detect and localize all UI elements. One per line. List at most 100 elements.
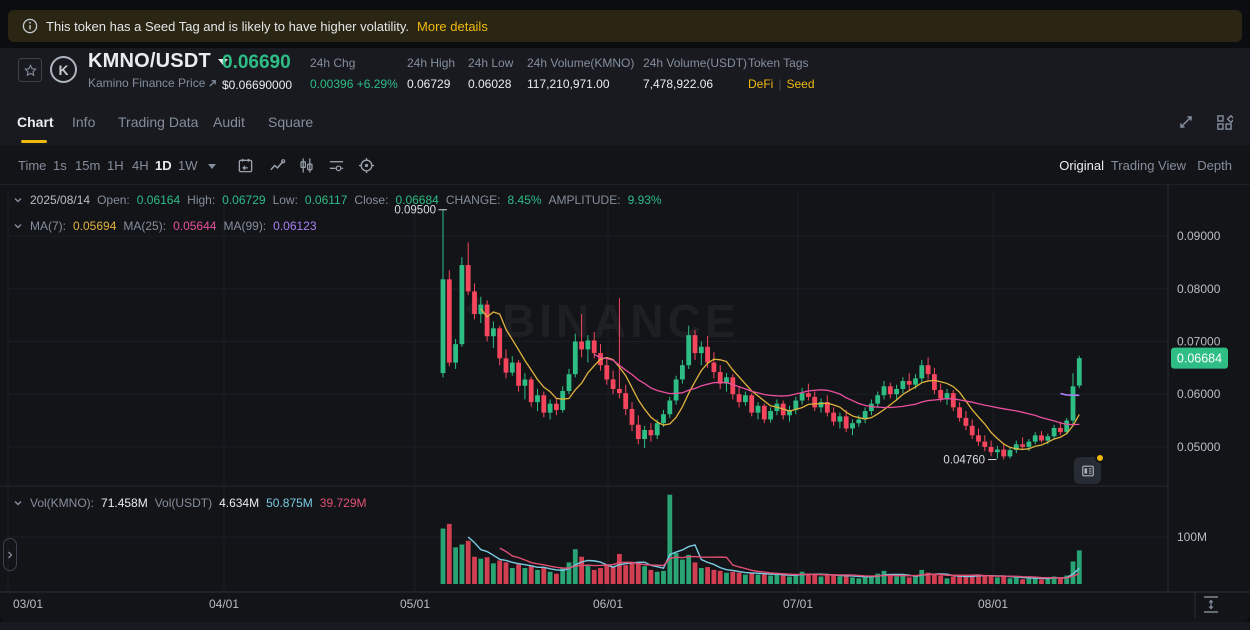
svg-text:07/01: 07/01: [783, 597, 813, 611]
low-annotation: 0.04760: [943, 455, 997, 467]
volume-ma-fast-line: [467, 536, 1080, 580]
pair-title: KMNO/USDT: [88, 50, 211, 72]
candlestick-style-icon[interactable]: [298, 157, 315, 174]
svg-text:06/01: 06/01: [593, 597, 623, 611]
volume-info-row: Vol(KMNO): 71.458M Vol(USDT) 4.634M 50.8…: [13, 496, 367, 510]
token-logo: K: [50, 56, 77, 83]
vol-ma-fast-value: 50.875M: [266, 496, 313, 510]
ma25-value: 0.05644: [173, 219, 217, 233]
tab-square[interactable]: Square: [268, 114, 314, 130]
tab-audit[interactable]: Audit: [213, 114, 245, 130]
indicators-icon[interactable]: [328, 157, 345, 174]
time-axis-labels: 03/01 04/01 05/01 06/01 07/01 08/01: [13, 597, 1008, 611]
chart-panel: Time 1s 15m 1H 4H 1D 1W: [0, 145, 1250, 622]
svg-text:0.05000: 0.05000: [1177, 440, 1221, 454]
chart-toolbar: Time 1s 15m 1H 4H 1D 1W: [0, 145, 1250, 185]
candlestick-chart[interactable]: BINANCE 0.09000 0.08000 0.07000 0.06000 0.050…: [0, 185, 1250, 622]
tab-chart[interactable]: Chart: [17, 114, 54, 130]
svg-text:0.06000: 0.06000: [1177, 387, 1221, 401]
collapse-ma-icon[interactable]: [13, 221, 23, 231]
svg-text:0.06684: 0.06684: [1177, 352, 1222, 366]
svg-text:BINANCE: BINANCE: [502, 295, 740, 347]
svg-text:0.08000: 0.08000: [1177, 282, 1221, 296]
banner-message: This token has a Seed Tag and is likely …: [46, 18, 410, 34]
news-feed-button[interactable]: [1074, 453, 1105, 484]
interval-dropdown-caret[interactable]: [208, 164, 216, 169]
candlestick-series[interactable]: [440, 209, 1082, 460]
pane-expand-handle[interactable]: [3, 538, 17, 571]
svg-text:0.09000: 0.09000: [1177, 229, 1221, 243]
tab-trading-data[interactable]: Trading Data: [118, 114, 199, 130]
ohlc-info-row: 2025/08/14 Open: 0.06164 High: 0.06729 Low…: [13, 193, 662, 207]
interval-1w[interactable]: 1W: [178, 158, 198, 173]
svg-text:0.07000: 0.07000: [1177, 335, 1221, 349]
pair-header: K KMNO/USDT Kamino Finance Price 0.06690…: [0, 48, 1250, 100]
ohlc-low: 0.06117: [304, 193, 348, 207]
ma25-line: [593, 353, 1080, 426]
collapse-volume-icon[interactable]: [13, 498, 23, 508]
last-price-badge: 0.06684: [1171, 347, 1228, 369]
svg-text:100M: 100M: [1177, 530, 1207, 544]
view-trading-view[interactable]: Trading View: [1110, 158, 1186, 173]
ohlc-amplitude: 9.93%: [627, 193, 662, 207]
more-details-link[interactable]: More details: [417, 18, 488, 34]
vol-usdt-value: 4.634M: [219, 496, 260, 510]
tag-defi[interactable]: DeFi: [748, 77, 774, 91]
header-block: K KMNO/USDT Kamino Finance Price 0.06690…: [0, 48, 1250, 145]
stat-24h-volume-kmno: 24h Volume(KMNO) 117,210,971.00: [527, 56, 635, 91]
svg-text:05/01: 05/01: [400, 597, 430, 611]
news-icon: [1081, 465, 1094, 476]
view-original[interactable]: Original: [1059, 158, 1104, 173]
tag-seed[interactable]: Seed: [786, 77, 815, 91]
pair-selector[interactable]: KMNO/USDT: [88, 50, 228, 73]
bottom-strip: [0, 622, 1250, 630]
line-chart-icon[interactable]: [269, 157, 286, 174]
settings-icon[interactable]: [358, 157, 375, 174]
fullscreen-expand-icon[interactable]: [1176, 112, 1196, 132]
chevron-right-icon: [8, 551, 13, 558]
interval-4h[interactable]: 4H: [132, 158, 149, 173]
svg-text:03/01: 03/01: [13, 597, 43, 611]
autoscale-icon[interactable]: [1204, 596, 1218, 613]
stat-24h-high: 24h High 0.06729: [407, 56, 456, 91]
vol-ma-slow-value: 39.729M: [319, 496, 367, 510]
last-price: 0.06690: [222, 52, 291, 73]
ma-info-row: MA(7): 0.05694 MA(25): 0.05644 MA(99): 0…: [13, 219, 317, 233]
ma7-line: [480, 308, 1080, 451]
stat-24h-volume-usdt: 24h Volume(USDT) 7,478,922.06: [643, 56, 748, 91]
interval-1d[interactable]: 1D: [155, 158, 172, 173]
ma7-value: 0.05694: [73, 219, 117, 233]
binance-watermark: BINANCE: [465, 295, 740, 347]
ohlc-close: 0.06684: [395, 193, 439, 207]
tab-info[interactable]: Info: [72, 114, 96, 130]
notification-dot: [1095, 453, 1105, 463]
high-annotation: 0.09500: [394, 204, 447, 216]
ohlc-high: 0.06729: [222, 193, 266, 207]
seed-tag-banner: This token has a Seed Tag and is likely …: [8, 10, 1242, 42]
stat-24h-chg: 24h Chg 0.00396 +6.29%: [310, 56, 398, 91]
ohlc-change: 8.45%: [507, 193, 542, 207]
active-tab-underline: [21, 140, 47, 143]
token-tags: Token Tags DeFi | Seed: [748, 56, 815, 91]
svg-text:08/01: 08/01: [978, 597, 1008, 611]
price-axis-labels: 0.09000 0.08000 0.07000 0.06000 0.05000 100M: [1177, 229, 1221, 544]
calendar-icon[interactable]: [237, 157, 254, 174]
ma99-value: 0.06123: [273, 219, 317, 233]
price-source-link[interactable]: Kamino Finance Price: [88, 76, 228, 90]
collapse-ohlc-icon[interactable]: [13, 195, 23, 205]
apps-grid-icon[interactable]: [1214, 112, 1234, 132]
volume-ma-slow-line: [499, 547, 1080, 579]
star-icon: [23, 63, 37, 76]
svg-text:04/01: 04/01: [209, 597, 239, 611]
info-icon: [22, 18, 38, 34]
time-label: Time: [18, 158, 47, 173]
view-depth[interactable]: Depth: [1197, 158, 1232, 173]
interval-1s[interactable]: 1s: [53, 158, 67, 173]
svg-text:0.04760: 0.04760: [943, 455, 985, 467]
favorite-button[interactable]: [18, 58, 42, 82]
interval-15m[interactable]: 15m: [75, 158, 101, 173]
chart-region: BINANCE 0.09000 0.08000 0.07000 0.06000 0.050…: [0, 185, 1250, 622]
ohlc-open: 0.06164: [136, 193, 181, 207]
interval-1h[interactable]: 1H: [107, 158, 124, 173]
